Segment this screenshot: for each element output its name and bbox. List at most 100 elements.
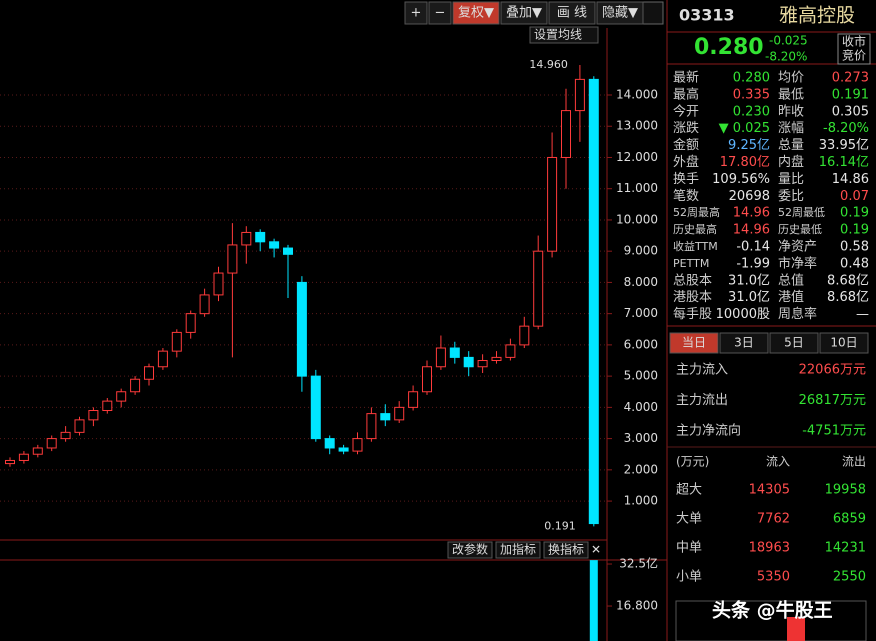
quote-label: 最新 xyxy=(673,70,699,86)
mini-bar xyxy=(787,617,805,641)
y-tick-label: 14.000 xyxy=(616,87,658,101)
flow-value: 26817万元 xyxy=(799,393,866,408)
tab[interactable] xyxy=(769,332,819,354)
quote-label: 涨幅 xyxy=(778,121,804,136)
candle-body xyxy=(130,378,141,393)
quote-value: 17.80亿 xyxy=(720,155,770,170)
candle-body xyxy=(74,419,85,433)
candle-body xyxy=(18,453,29,461)
quote-label: 内盘 xyxy=(778,154,804,170)
candle-body xyxy=(5,459,15,465)
y-tick-label: 12.000 xyxy=(616,150,658,164)
candle-body xyxy=(116,391,127,402)
candle-body xyxy=(283,247,293,255)
flow-out: 6859 xyxy=(833,512,866,527)
y-tick-label: 3.000 xyxy=(624,431,658,445)
indicator-button[interactable] xyxy=(495,541,541,559)
indicator-button[interactable] xyxy=(447,541,493,559)
quote-label: 换手 xyxy=(673,172,699,187)
quote-value: 0.273 xyxy=(832,71,869,86)
toolbar-label[interactable]: 叠加▼ xyxy=(506,6,542,21)
tab-label[interactable]: 10日 xyxy=(830,336,857,350)
volume-bar xyxy=(589,560,598,641)
flow-header: 流出 xyxy=(842,455,866,469)
candle-body xyxy=(338,447,349,452)
candle-body xyxy=(477,360,488,368)
tab[interactable] xyxy=(669,332,719,354)
toolbar-label[interactable]: 画 线 xyxy=(557,6,587,21)
toolbar-label[interactable]: 隐藏▼ xyxy=(602,6,638,21)
price: 0.280 xyxy=(694,35,764,60)
fullscreen-button[interactable] xyxy=(640,1,664,25)
mini-box xyxy=(675,600,867,641)
candle-body xyxy=(547,156,558,252)
candle-body xyxy=(588,78,599,525)
quote-value: 109.56% xyxy=(712,172,770,187)
flow-in: 5350 xyxy=(757,570,790,585)
flow-out: 2550 xyxy=(833,570,866,585)
y-tick-label: 8.000 xyxy=(624,275,658,289)
quote-label: 港值 xyxy=(778,289,804,305)
quote-value: -8.20% xyxy=(823,121,869,136)
flow-row-label: 中单 xyxy=(676,541,702,556)
quote-label: 历史最高 xyxy=(673,222,717,236)
quote-label: 52周最高 xyxy=(673,205,720,219)
indicator-button-label[interactable]: 改参数 xyxy=(452,542,488,557)
quote-value: 0.305 xyxy=(832,104,869,119)
y-tick-label: 11.000 xyxy=(616,181,658,195)
flow-in: 7762 xyxy=(757,512,790,527)
quote-value: 31.0亿 xyxy=(728,273,770,288)
indicator-button-label[interactable]: 加指标 xyxy=(500,542,536,557)
y-tick-label: 13.000 xyxy=(616,119,658,133)
tab-label[interactable]: 当日 xyxy=(682,336,706,350)
candle-body xyxy=(32,447,43,455)
flow-label: 主力流出 xyxy=(676,393,728,408)
tab-label[interactable]: 5日 xyxy=(784,336,804,350)
toolbar-button[interactable] xyxy=(404,1,428,25)
candle-body xyxy=(352,438,363,452)
candle-body xyxy=(60,431,71,440)
quote-value: 0.335 xyxy=(733,87,770,102)
flow-value: -4751万元 xyxy=(802,424,866,439)
quote-label: 涨跌 xyxy=(673,120,699,136)
quote-label: 港股本 xyxy=(673,290,712,305)
quote-value: 14.86 xyxy=(832,172,869,187)
candle-body xyxy=(408,391,419,408)
quote-value: — xyxy=(856,307,869,322)
toolbar-button[interactable] xyxy=(428,1,452,25)
toolbar-label[interactable]: 复权▼ xyxy=(458,5,494,21)
candle-body xyxy=(102,400,113,411)
toolbar-label[interactable]: − xyxy=(435,6,446,21)
flow-in: 18963 xyxy=(749,541,790,556)
candle-body xyxy=(366,413,377,440)
tab-label[interactable]: 3日 xyxy=(734,336,754,350)
y-tick-label: 1.000 xyxy=(624,494,658,508)
y-tick-label: 4.000 xyxy=(624,400,658,414)
candle-body xyxy=(296,281,307,377)
quote-label: PETTM xyxy=(673,257,709,270)
toolbar-button[interactable] xyxy=(596,1,644,25)
toolbar-button[interactable] xyxy=(500,1,548,25)
tab[interactable] xyxy=(719,332,769,354)
tab[interactable] xyxy=(819,332,869,354)
candle-body xyxy=(449,347,460,358)
stock-code: 03313 xyxy=(679,6,735,25)
watermark: 头条 @牛股王 xyxy=(712,599,833,622)
toolbar-button[interactable] xyxy=(548,1,596,25)
indicator-button[interactable] xyxy=(543,541,589,559)
close-button[interactable]: ✕ xyxy=(591,543,601,557)
quote-value: ▼ 0.025 xyxy=(719,121,770,136)
y-tick-label: 9.000 xyxy=(624,244,658,258)
candle-body xyxy=(241,231,252,246)
ma-button[interactable] xyxy=(529,26,599,44)
toolbar-label[interactable]: + xyxy=(411,6,422,21)
candle-body xyxy=(422,366,432,393)
indicator-button-label[interactable]: 换指标 xyxy=(548,542,584,557)
toolbar-button[interactable] xyxy=(452,1,500,25)
flow-label: 主力净流向 xyxy=(676,423,741,439)
quote-label: 金额 xyxy=(673,137,699,153)
ma-button-label[interactable]: 设置均线 xyxy=(534,28,582,42)
flow-out: 14231 xyxy=(825,541,866,556)
candle-body xyxy=(269,241,280,249)
quote-label: 今开 xyxy=(673,103,699,119)
